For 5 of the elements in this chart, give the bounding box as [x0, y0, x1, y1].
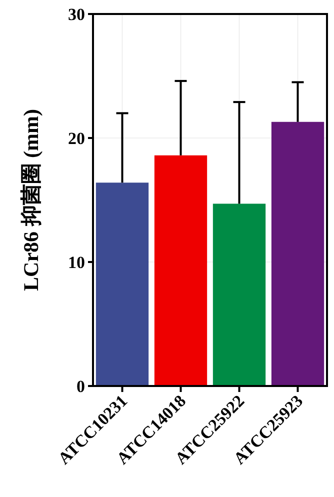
- y-tick-label: 30: [68, 5, 85, 24]
- y-tick-label: 20: [68, 129, 85, 148]
- y-tick-label: 10: [68, 253, 85, 272]
- y-axis-title: LCr86 抑菌圈 (mm): [19, 109, 43, 291]
- y-tick-label: 0: [76, 377, 85, 396]
